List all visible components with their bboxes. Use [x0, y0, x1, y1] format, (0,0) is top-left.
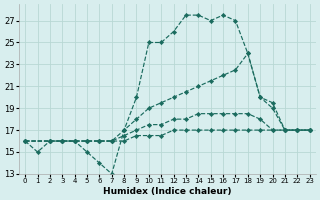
- X-axis label: Humidex (Indice chaleur): Humidex (Indice chaleur): [103, 187, 232, 196]
